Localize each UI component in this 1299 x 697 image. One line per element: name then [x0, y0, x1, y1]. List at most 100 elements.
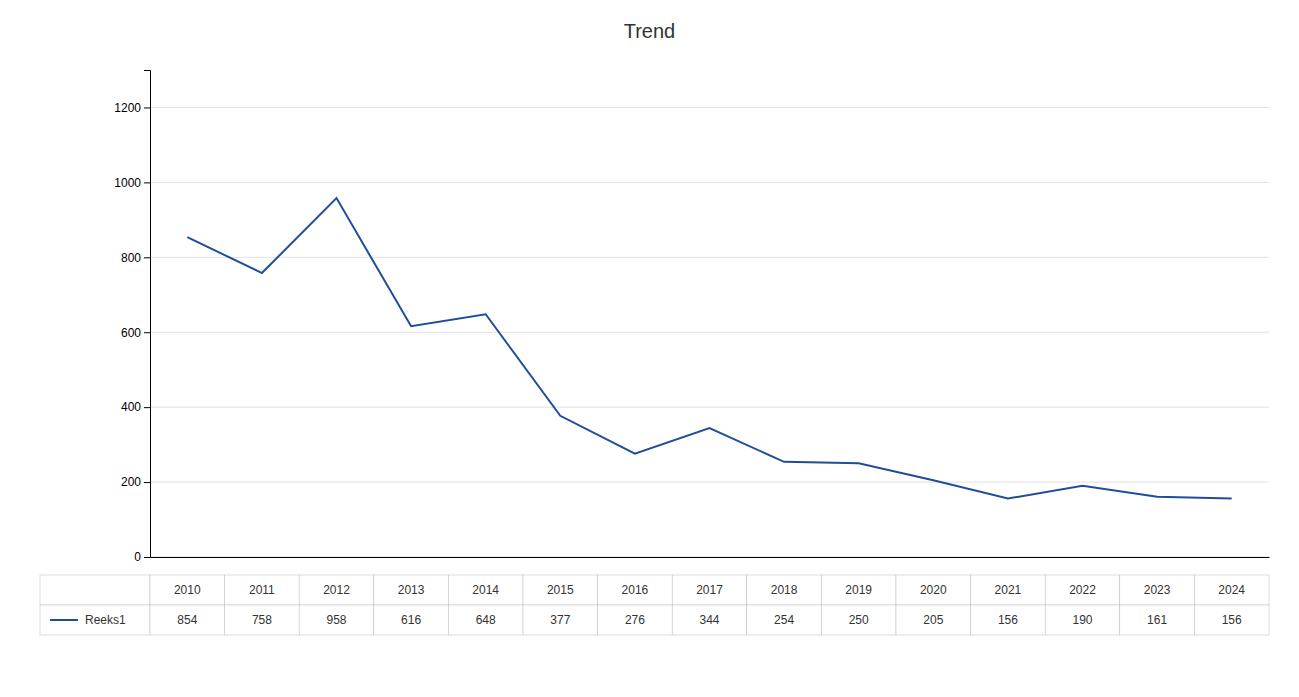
table-cell [896, 575, 971, 605]
legend-cell [40, 605, 150, 635]
data-label: 854 [177, 613, 197, 627]
legend-swatch [50, 619, 78, 621]
tick-mark [144, 482, 150, 483]
category-label: 2021 [995, 583, 1022, 597]
tick-mark [144, 407, 150, 408]
data-label: 205 [923, 613, 943, 627]
tick-label: 0 [134, 550, 141, 564]
y-axis: 0 200 400 600 800 1000 1200 [114, 71, 150, 565]
category-label: 2013 [398, 583, 425, 597]
axis-line [144, 71, 151, 558]
legend-label: Reeks1 [85, 613, 126, 627]
tick-label: 400 [121, 400, 141, 414]
tick: 600 [121, 326, 150, 340]
category-label: 2012 [323, 583, 350, 597]
table-cell [40, 575, 150, 605]
axis-line [151, 557, 1270, 558]
category-label: 2022 [1069, 583, 1096, 597]
category-label: 2010 [174, 583, 201, 597]
data-label: 616 [401, 613, 421, 627]
tick: 400 [121, 400, 150, 414]
table-cell [150, 605, 225, 635]
data-label: 758 [252, 613, 272, 627]
table-cell [1045, 575, 1120, 605]
category-label: 2018 [771, 583, 798, 597]
table-cell [1120, 605, 1195, 635]
grid-line [150, 257, 1269, 258]
table-cell [747, 575, 822, 605]
marks [187, 198, 1231, 498]
table-cell [1194, 605, 1269, 635]
table-cell [821, 605, 896, 635]
table-cell [1120, 575, 1195, 605]
table-cell [672, 575, 747, 605]
x-axis [151, 557, 1270, 558]
table-cell [523, 605, 598, 635]
table-cell [821, 575, 896, 605]
tick: 1000 [114, 176, 150, 190]
tick-mark [144, 332, 150, 333]
data-label: 250 [849, 613, 869, 627]
table-cell [896, 605, 971, 635]
table-cell [1194, 575, 1269, 605]
grid-line [150, 182, 1269, 183]
table-cell [598, 605, 673, 635]
table: 2010 2011 2012 2013 2014 2015 2016 2017 2018 2019… [40, 575, 1269, 635]
data-label: 377 [550, 613, 570, 627]
tick-mark [144, 257, 150, 258]
tick-label: 1200 [114, 101, 141, 115]
table-cell [448, 575, 523, 605]
table-cell [598, 575, 673, 605]
table-cell [225, 575, 300, 605]
tick: 800 [121, 251, 150, 265]
data-label: 254 [774, 613, 794, 627]
table-cell [225, 605, 300, 635]
category-label: 2019 [845, 583, 872, 597]
table-cell [1045, 605, 1120, 635]
grid [150, 107, 1269, 557]
category-label: 2015 [547, 583, 574, 597]
category-label: 2024 [1218, 583, 1245, 597]
tick-mark [144, 107, 150, 108]
table-cell [971, 575, 1046, 605]
tick: 0 [134, 550, 150, 564]
category-label: 2017 [696, 583, 723, 597]
table-cell [374, 575, 449, 605]
data-label: 344 [699, 613, 719, 627]
category-label: 2011 [249, 583, 275, 597]
chart: Trend02004006008001000120020102011201220… [0, 0, 1299, 697]
plot: 0 200 400 600 800 1000 1200 [114, 71, 1269, 565]
table-cell [299, 575, 374, 605]
table-cell [299, 605, 374, 635]
category-label: 2016 [622, 583, 649, 597]
grid-line [150, 482, 1269, 483]
category-label: 2014 [472, 583, 499, 597]
table-cell [747, 605, 822, 635]
data-label: 190 [1072, 613, 1092, 627]
data-label: 958 [326, 613, 346, 627]
tick-mark [144, 182, 150, 183]
table-cell [374, 605, 449, 635]
grid-line [150, 107, 1269, 108]
category-label: 2020 [920, 583, 947, 597]
tick-mark [144, 557, 150, 558]
grid-line [150, 332, 1269, 333]
table-cell [150, 575, 225, 605]
title: Trend [624, 20, 676, 42]
data-label: 161 [1147, 613, 1167, 627]
table-cell [523, 575, 598, 605]
data-label: 648 [476, 613, 496, 627]
category-label: 2023 [1144, 583, 1171, 597]
tick-label: 1000 [114, 176, 141, 190]
tick-label: 800 [121, 251, 141, 265]
table-cell [971, 605, 1046, 635]
tick: 200 [121, 475, 150, 489]
grid-line [150, 407, 1269, 408]
table-cell [672, 605, 747, 635]
line [187, 198, 1231, 498]
tick: 1200 [114, 101, 150, 115]
data-label: 276 [625, 613, 645, 627]
data-label: 156 [1222, 613, 1242, 627]
table-cell [448, 605, 523, 635]
grid-line [150, 557, 1269, 558]
